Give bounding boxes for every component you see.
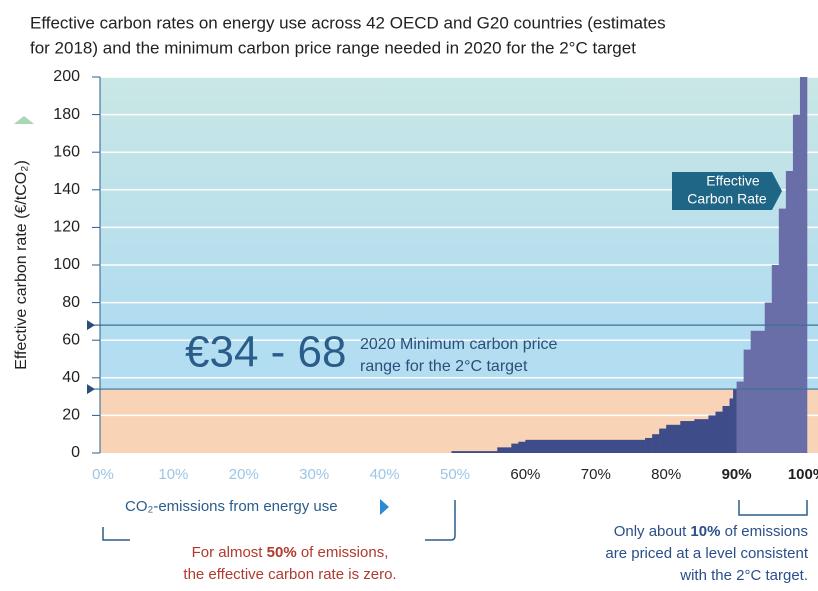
note-left: the effective carbon rate is zero. — [183, 566, 396, 583]
note-part: 10% — [690, 523, 720, 540]
y-tick-label: 20 — [62, 407, 80, 424]
price-text: range for the 2°C target — [360, 358, 528, 375]
bracket — [102, 500, 456, 541]
y-tick-label: 0 — [71, 444, 80, 461]
x-tick-label: 100% — [788, 466, 818, 483]
x-tick-label: 10% — [158, 466, 188, 483]
note-right: are priced at a level consistent — [605, 545, 808, 562]
callout-text: Carbon Rate — [687, 191, 767, 207]
step-bar — [451, 451, 498, 453]
note-left: For almost 50% of emissions, — [192, 544, 389, 561]
step-bar — [645, 437, 653, 453]
step-bar — [778, 208, 787, 453]
step-bar — [785, 171, 794, 453]
price-label: €34 - 68 — [185, 328, 346, 377]
note-part: of emissions, — [297, 544, 389, 561]
x-tick-label: 80% — [651, 466, 681, 483]
x-tick-label: 20% — [229, 466, 259, 483]
step-bar — [694, 419, 709, 453]
step-bar — [511, 443, 519, 453]
note-right: Only about 10% of emissions — [614, 523, 808, 540]
step-bar — [750, 330, 759, 453]
price-text: 2020 Minimum carbon price — [360, 336, 558, 353]
note-part: of emissions — [720, 523, 808, 540]
overlay: 0 20 40 60 80 100 120 140 160 180 200 0% 10% 20% 30% 40… — [53, 68, 818, 483]
x-tick-label: 60% — [510, 466, 540, 483]
step-bar — [799, 77, 808, 453]
note-part: 50% — [267, 544, 297, 561]
bracket — [738, 500, 808, 516]
step-bar — [652, 434, 660, 453]
chart-title: for 2018) and the minimum carbon price r… — [30, 38, 636, 57]
x-tick-label: 40% — [370, 466, 400, 483]
step-bar — [722, 406, 730, 453]
y-tick-label: 40 — [62, 369, 80, 386]
y-axis-label: Effective carbon rate (€/tCO₂) — [13, 160, 30, 370]
note-right: with the 2°C target. — [679, 567, 808, 584]
chart-title: Effective carbon rates on energy use acr… — [30, 13, 666, 32]
step-bar — [708, 415, 716, 453]
step-bar — [715, 411, 723, 453]
step-bar — [733, 389, 737, 453]
step-bar — [525, 439, 646, 453]
x-tick-label: 0% — [92, 466, 114, 483]
y-tick-label: 160 — [53, 143, 80, 160]
marks — [451, 77, 808, 453]
step-bar — [736, 381, 744, 453]
x-axis-label: CO₂-emissions from energy use — [125, 498, 338, 515]
note-part: For almost — [192, 544, 267, 561]
step-bar — [666, 424, 681, 453]
y-tick-label: 60 — [62, 331, 80, 348]
y-tick-label: 140 — [53, 181, 80, 198]
step-bar — [729, 398, 734, 453]
step-bar — [757, 330, 766, 453]
step-bar — [497, 447, 512, 453]
step-bar — [743, 349, 751, 453]
background — [100, 76, 818, 453]
y-tick-label: 80 — [62, 294, 80, 311]
decor-triangle — [14, 116, 34, 124]
callout-box — [672, 172, 782, 210]
y-tick-label: 120 — [53, 219, 80, 236]
note-part: Only about — [614, 523, 691, 540]
y-tick-label: 200 — [53, 68, 80, 85]
step-bar — [518, 441, 526, 453]
step-bar — [659, 428, 667, 453]
y-tick-label: 100 — [53, 256, 80, 273]
decor-arrow — [380, 499, 389, 515]
y-tick-label: 180 — [53, 106, 80, 123]
x-tick-label: 30% — [299, 466, 329, 483]
callout-text: Effective — [706, 173, 760, 189]
x-tick-label: 50% — [440, 466, 470, 483]
price-marker — [87, 384, 95, 395]
x-tick-label: 70% — [581, 466, 611, 483]
step-bar — [680, 421, 695, 453]
x-tick-label: 90% — [722, 466, 752, 483]
step-bar — [771, 265, 780, 453]
step-bar — [792, 114, 801, 453]
step-bar — [764, 302, 773, 453]
price-marker — [87, 320, 95, 331]
